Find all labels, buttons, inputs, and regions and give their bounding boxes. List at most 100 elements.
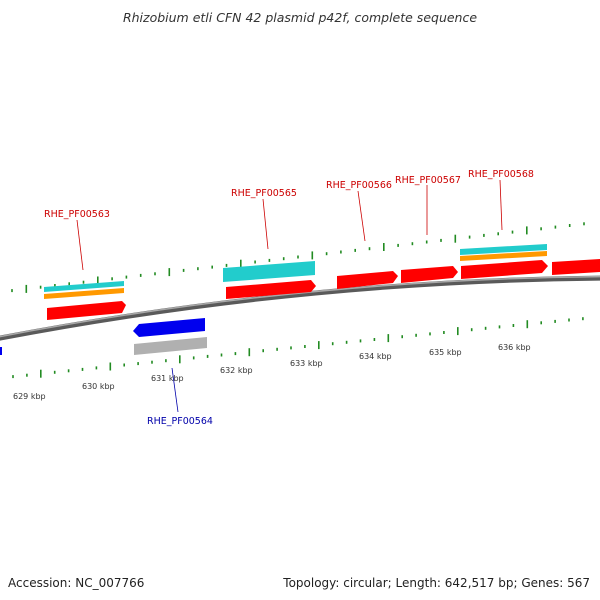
minor-tick (154, 272, 156, 276)
minor-tick (512, 324, 515, 327)
minor-tick (39, 285, 42, 289)
label-leader-565 (262, 198, 269, 250)
minor-tick (11, 289, 13, 293)
gene-arrow-565 (226, 280, 316, 299)
gene-arrow-569 (552, 259, 600, 275)
gene-arrow-563 (47, 301, 126, 320)
major-tick (454, 234, 457, 243)
major-tick (526, 320, 529, 329)
minor-tick (583, 222, 585, 226)
minor-tick (325, 252, 328, 256)
minor-tick (540, 321, 542, 325)
minor-tick (429, 332, 431, 336)
minor-tick (497, 232, 499, 236)
major-tick (318, 341, 320, 350)
minor-tick (354, 248, 356, 252)
minor-tick (234, 352, 237, 356)
minor-tick (12, 375, 14, 379)
major-tick (40, 369, 42, 378)
orange-feature-563 (44, 288, 124, 299)
tick-label-629: 629 kbp (13, 392, 46, 401)
minor-tick (53, 370, 56, 374)
minor-tick (67, 369, 70, 373)
sequence-backbone (0, 275, 600, 341)
minor-tick (182, 268, 185, 272)
minor-tick (483, 233, 485, 237)
gene-label-565: RHE_PF00565 (231, 188, 297, 199)
minor-tick (554, 225, 557, 229)
minor-tick (340, 250, 342, 254)
label-leader-563 (76, 219, 84, 271)
minor-tick (415, 333, 417, 337)
minor-tick (262, 349, 264, 353)
gene-arrow-566 (337, 271, 398, 289)
minor-tick (468, 235, 471, 239)
cyan-feature-565 (223, 261, 315, 282)
sequence-backbone-highlight (0, 275, 600, 338)
minor-tick (498, 325, 501, 329)
major-tick (311, 251, 314, 260)
minor-tick (192, 356, 195, 360)
minor-tick (206, 354, 209, 358)
major-tick (248, 348, 251, 357)
major-tick (240, 259, 242, 268)
minor-tick (397, 243, 399, 247)
inner-tick-track (12, 317, 584, 379)
minor-tick (373, 338, 376, 341)
gene-arrow-564 (133, 318, 205, 337)
minor-tick (225, 263, 228, 267)
minor-tick (554, 319, 556, 323)
minor-tick (220, 353, 223, 357)
map-title: Rhizobium etli CFN 42 plasmid p42f, comp… (123, 10, 477, 25)
minor-tick (568, 224, 571, 227)
gene-arrow-568 (461, 260, 548, 279)
minor-tick (290, 346, 292, 350)
cyan-feature-563 (44, 281, 124, 292)
minor-tick (304, 345, 306, 348)
minor-tick (211, 265, 213, 269)
minor-tick (282, 257, 285, 261)
minor-tick (139, 273, 142, 277)
major-tick (457, 327, 459, 336)
gray-feature-564 (134, 337, 207, 355)
cyan-feature-568 (460, 244, 547, 255)
reverse-gene-stub (0, 347, 2, 355)
minor-tick (443, 331, 445, 334)
minor-tick (123, 363, 125, 367)
minor-tick (470, 328, 473, 332)
topology-summary: Topology: circular; Length: 642,517 bp; … (282, 576, 590, 590)
tick-label-634: 634 kbp (359, 352, 392, 361)
minor-tick (484, 326, 487, 330)
tick-label-633: 633 kbp (290, 359, 323, 368)
minor-tick (411, 242, 414, 246)
minor-tick (54, 284, 56, 287)
minor-tick (540, 227, 542, 231)
major-tick (168, 268, 171, 277)
major-tick (97, 276, 99, 285)
minor-tick (268, 258, 271, 262)
minor-tick (254, 260, 256, 264)
minor-tick (440, 238, 442, 242)
minor-tick (582, 317, 584, 321)
minor-tick (197, 267, 199, 271)
gene-label-563: RHE_PF00563 (44, 209, 110, 220)
minor-tick (68, 282, 70, 286)
minor-tick (165, 359, 167, 363)
major-tick (387, 334, 390, 343)
major-tick (526, 226, 528, 235)
orange-feature-568 (460, 251, 547, 261)
minor-tick (359, 339, 362, 343)
major-tick (179, 355, 181, 364)
minor-tick (297, 255, 299, 259)
label-leader-566 (357, 190, 366, 242)
minor-tick (401, 335, 403, 339)
minor-tick (125, 275, 128, 279)
gene-label-566: RHE_PF00566 (326, 180, 392, 191)
minor-tick (425, 240, 428, 244)
major-tick (383, 243, 385, 251)
minor-tick (568, 318, 570, 322)
minor-tick (81, 367, 84, 371)
major-tick (25, 284, 28, 293)
minor-tick (137, 362, 139, 366)
minor-tick (151, 360, 153, 364)
